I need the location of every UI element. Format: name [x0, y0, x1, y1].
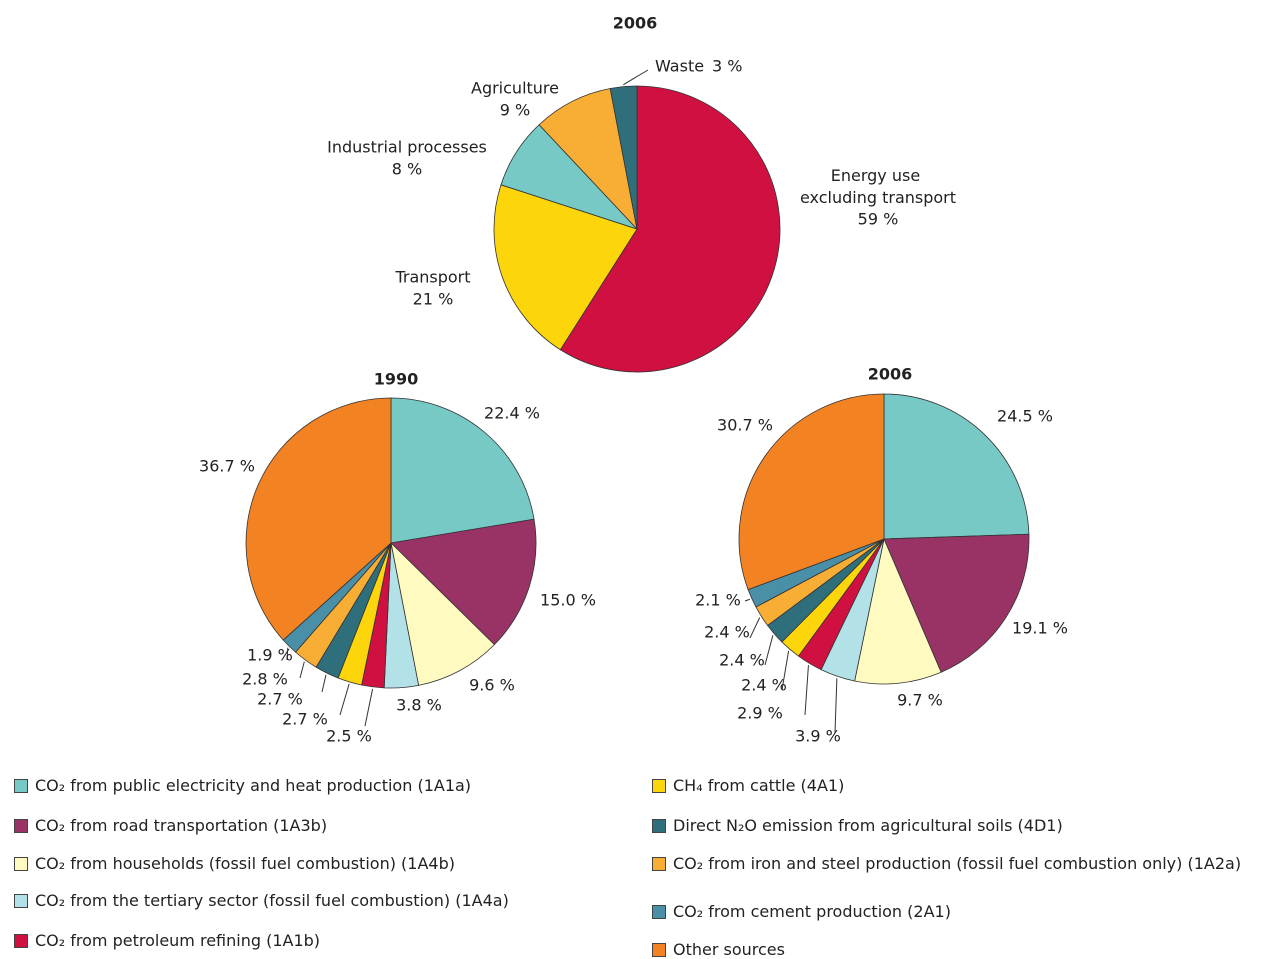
pie-slice	[738, 393, 885, 591]
pie-slice	[493, 184, 638, 351]
pie-slice	[883, 533, 1030, 673]
leader-line	[764, 635, 774, 666]
pie-slice	[390, 541, 495, 686]
slice-name: Energy use excluding transport	[800, 166, 956, 207]
pie-slice	[390, 397, 535, 544]
legend-label: CO₂ from road transportation (1A3b)	[35, 816, 328, 835]
slice-value-label: 21 %	[413, 290, 454, 309]
slice-value-label: 59 %	[858, 210, 899, 229]
slice-value-label: 2.9 %	[737, 704, 783, 723]
slice-value-label: 2.7 %	[257, 690, 303, 709]
slice-value-label: 2.7 %	[282, 710, 328, 729]
leader-line	[744, 598, 751, 602]
pie-slice	[559, 85, 781, 373]
slice-value-label: 9.6 %	[469, 676, 515, 695]
legend-label: CO₂ from cement production (2A1)	[673, 902, 951, 921]
legend-swatch	[14, 894, 28, 908]
slice-value-label: 3 %	[712, 57, 742, 76]
legend-swatch	[652, 779, 666, 793]
pie-slice	[245, 397, 392, 641]
legend-swatch	[652, 857, 666, 871]
slice-value-label: 15.0 %	[540, 591, 596, 610]
slice-name: Transport	[394, 268, 470, 287]
slice-value-label: 2.4 %	[741, 676, 787, 695]
leader-line	[321, 674, 327, 693]
legend-swatch	[14, 779, 28, 793]
legend-swatch	[14, 857, 28, 871]
slice-value-label: 2.8 %	[242, 670, 288, 689]
pie-title: 1990	[374, 370, 419, 389]
leader-line	[623, 69, 649, 86]
leader-line	[286, 647, 289, 661]
legend-label: CH₄ from cattle (4A1)	[673, 776, 845, 795]
pie-title: 2006	[868, 365, 913, 384]
slice-value-label: 2.5 %	[326, 727, 372, 746]
legend-label: CO₂ from petroleum refining (1A1b)	[35, 931, 321, 950]
slice-value-label: 8 %	[392, 160, 422, 179]
leader-line	[834, 678, 838, 734]
pie-slice	[609, 85, 638, 230]
slice-value-label: 3.8 %	[396, 696, 442, 715]
legend-label: CO₂ from public electricity and heat pro…	[35, 776, 472, 795]
pie-slice	[883, 393, 1030, 540]
slice-name: Agriculture	[471, 79, 559, 98]
slice-value-label: 3.9 %	[795, 727, 841, 746]
pie-title: 2006	[613, 14, 658, 33]
slice-value-label: 1.9 %	[247, 646, 293, 665]
legend-swatch	[652, 819, 666, 833]
slice-value-label: 9 %	[500, 101, 530, 120]
slice-value-label: 24.5 %	[997, 407, 1053, 426]
leader-line	[749, 617, 761, 639]
pie-slice	[538, 88, 638, 231]
leader-line	[804, 665, 809, 716]
slice-name: Industrial processes	[327, 138, 487, 157]
slice-value-label: 19.1 %	[1012, 619, 1068, 638]
legend-swatch	[652, 943, 666, 957]
leader-line	[781, 650, 790, 691]
legend-swatch	[14, 934, 28, 948]
slice-value-label: 2.4 %	[719, 651, 765, 670]
slice-value-label: 2.4 %	[704, 623, 750, 642]
legend-label: CO₂ from iron and steel production (foss…	[673, 854, 1242, 873]
legend-label: CO₂ from the tertiary sector (fossil fue…	[35, 891, 509, 910]
pie-slice	[390, 518, 537, 646]
legend-label: Other sources	[673, 940, 785, 959]
slice-value-label: 30.7 %	[717, 416, 773, 435]
leader-line	[299, 661, 305, 679]
legend-label: CO₂ from households (fossil fuel combust…	[35, 854, 455, 873]
slice-name: Waste	[655, 57, 704, 76]
leader-line	[339, 683, 350, 716]
pie-slice	[854, 537, 942, 685]
slice-value-label: 22.4 %	[484, 404, 540, 423]
slice-value-label: 36.7 %	[199, 457, 255, 476]
legend-swatch	[652, 905, 666, 919]
slice-value-label: 9.7 %	[897, 691, 943, 710]
legend-label: Direct N₂O emission from agricultural so…	[673, 816, 1063, 835]
leader-line	[364, 688, 374, 727]
slice-value-label: 2.1 %	[695, 591, 741, 610]
legend-swatch	[14, 819, 28, 833]
